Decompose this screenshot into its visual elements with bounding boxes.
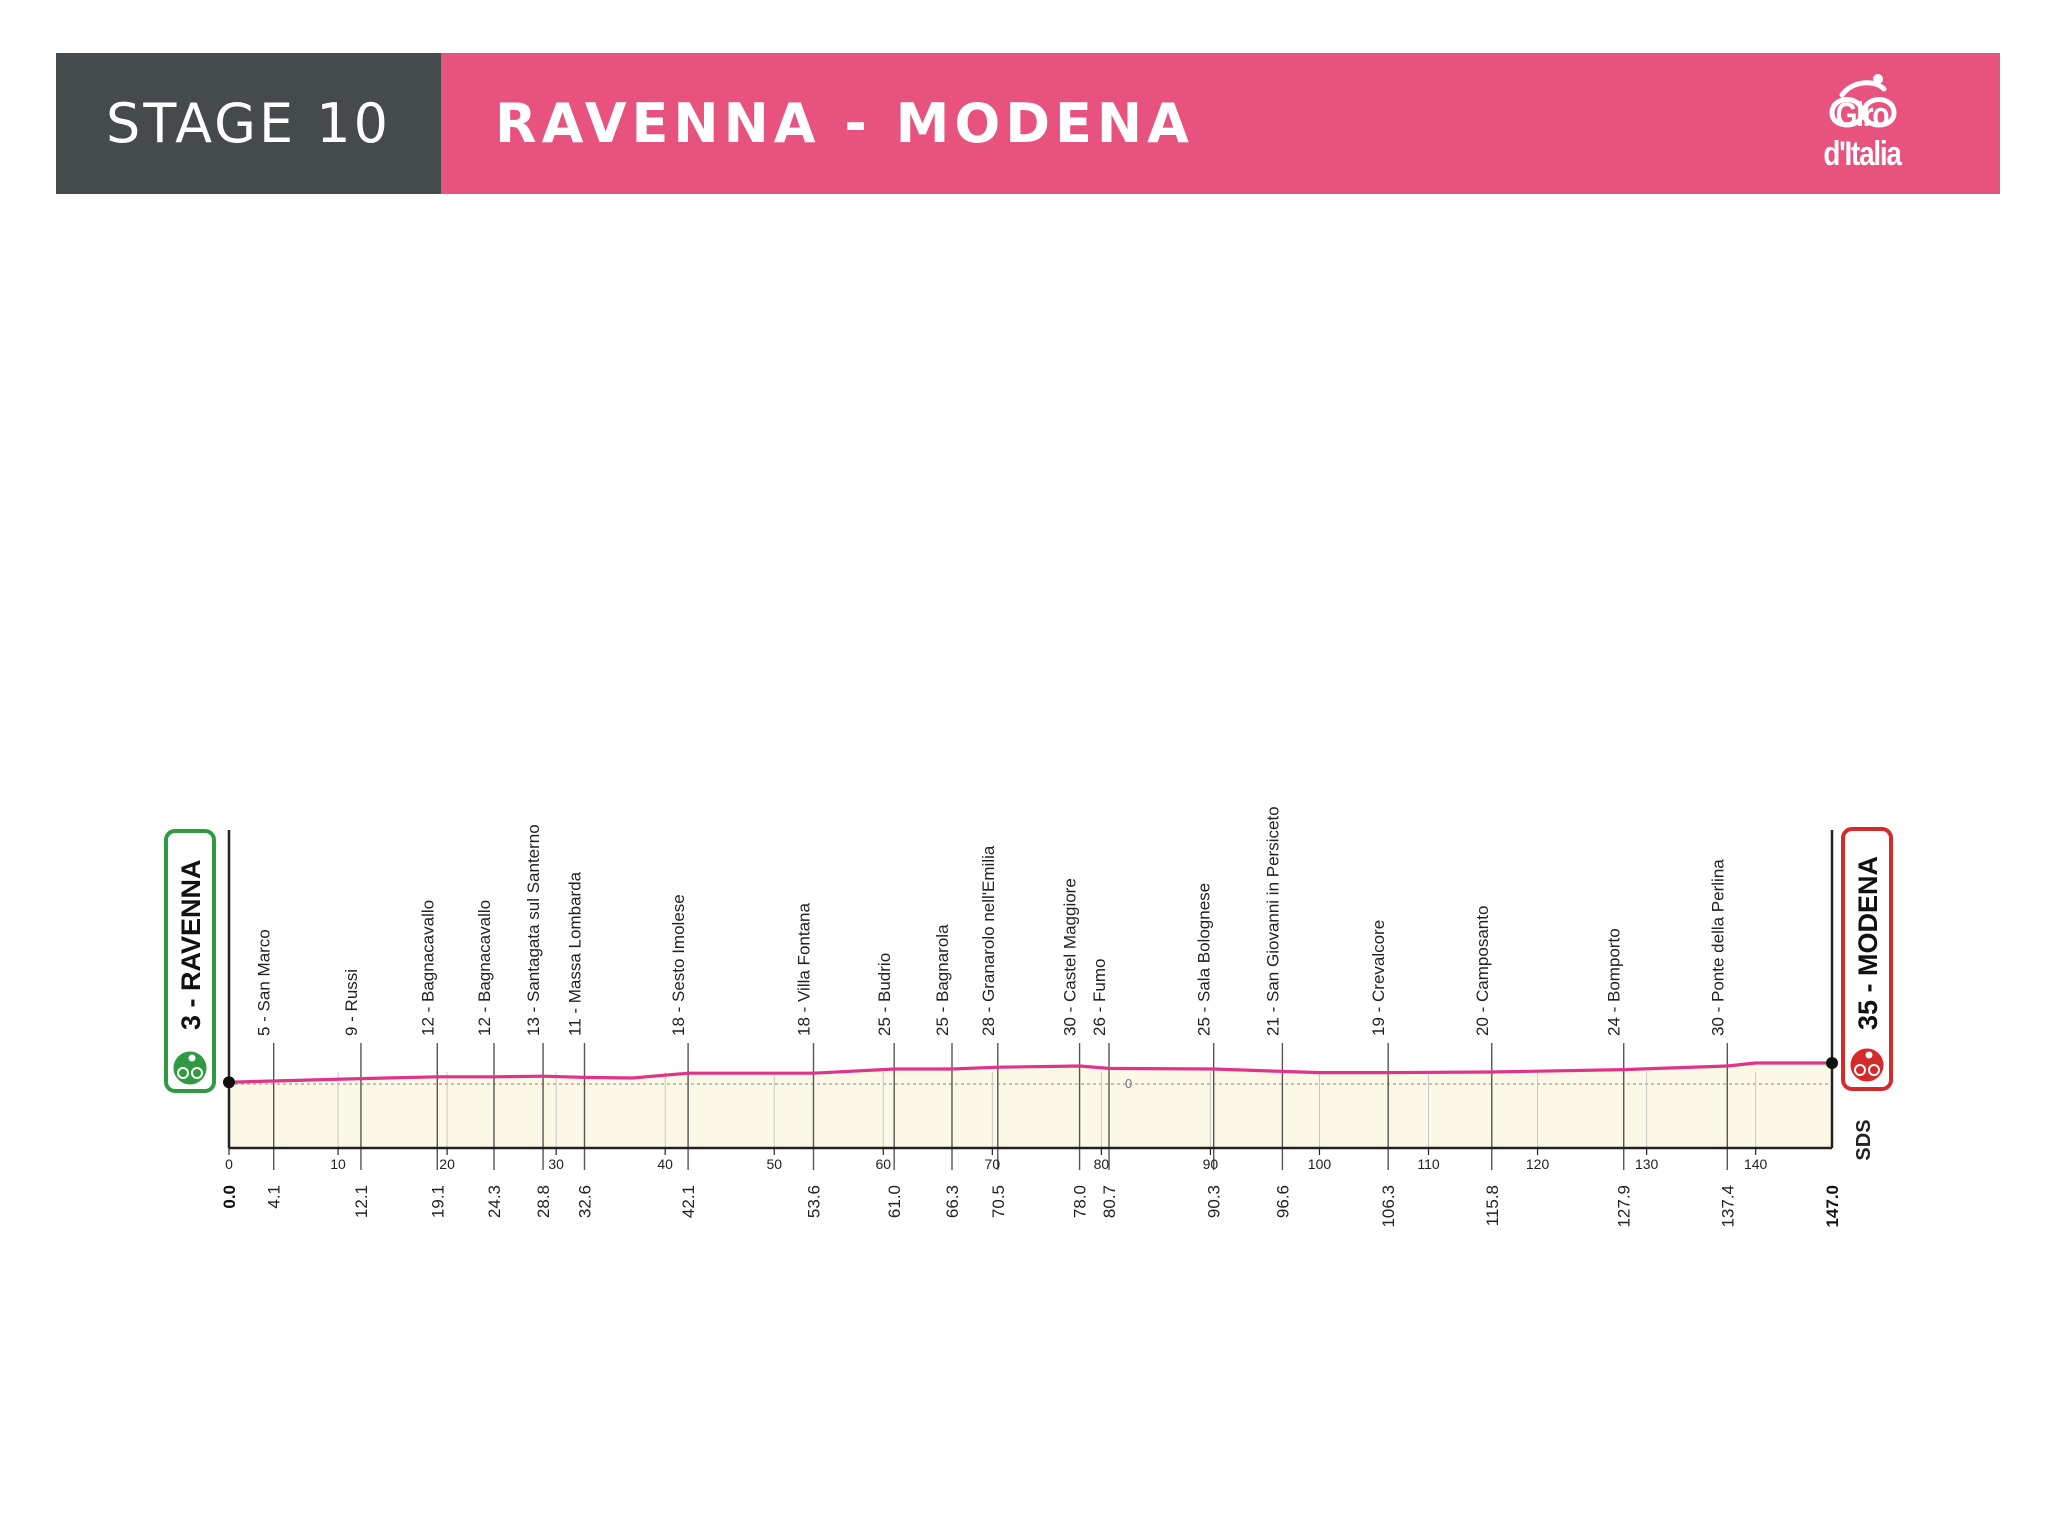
start-dot xyxy=(223,1076,235,1089)
waypoint-km-label: 78.0 xyxy=(1071,1185,1090,1218)
start-cyclist-wheel-icon xyxy=(177,1067,189,1079)
x-tick-label: 120 xyxy=(1526,1156,1550,1172)
waypoint-label: 18 - Villa Fontana xyxy=(794,903,813,1036)
x-tick-label: 80 xyxy=(1094,1156,1110,1172)
waypoint-km-label: 19.1 xyxy=(428,1185,447,1218)
x-tick-label: 20 xyxy=(439,1156,455,1172)
waypoint-km-label: 90.3 xyxy=(1205,1185,1224,1218)
waypoint-label: 25 - Bagnarola xyxy=(933,924,952,1036)
waypoint-label: 21 - San Giovanni in Persiceto xyxy=(1263,806,1282,1036)
finish-badge xyxy=(1841,827,1893,1091)
waypoint-km-label: 28.8 xyxy=(534,1185,553,1218)
waypoint-label: 28 - Granarolo nell'Emilia xyxy=(979,845,998,1036)
waypoint-label: 20 - Camposanto xyxy=(1473,906,1492,1036)
profile-line xyxy=(228,1061,1832,1084)
start-badge xyxy=(164,829,216,1093)
waypoint-label: 25 - Sala Bolognese xyxy=(1195,883,1214,1036)
start-cyclist-head-icon xyxy=(188,1054,196,1062)
x-tick-label: 10 xyxy=(330,1156,346,1172)
x-tick-label: 60 xyxy=(875,1156,891,1172)
finish-km-label: 147.0 xyxy=(1823,1185,1842,1228)
waypoint-label: 24 - Bomporto xyxy=(1605,928,1624,1036)
x-tick-label: 0 xyxy=(225,1156,233,1172)
x-tick-label: 130 xyxy=(1635,1156,1659,1172)
waypoint-label: 30 - Ponte della Perlina xyxy=(1708,859,1727,1036)
start-km-label: 0.0 xyxy=(220,1185,239,1209)
waypoint-label: 30 - Castel Maggiore xyxy=(1061,878,1080,1036)
altitude-zero-label: 0 xyxy=(1125,1076,1132,1091)
waypoint-label: 12 - Bagnacavallo xyxy=(475,900,494,1036)
finish-dot xyxy=(1826,1057,1838,1069)
waypoint-km-label: 96.6 xyxy=(1273,1185,1292,1218)
waypoint-label: 13 - Santagata sul Santerno xyxy=(524,824,543,1036)
start-badge-label: 3 - RAVENNA xyxy=(176,859,206,1030)
waypoint-km-label: 70.5 xyxy=(989,1185,1008,1218)
waypoint-km-label: 4.1 xyxy=(265,1185,284,1209)
finish-cyclist-wheel-icon xyxy=(1854,1064,1866,1076)
start-cyclist-wheel-icon xyxy=(191,1067,203,1079)
x-tick-label: 100 xyxy=(1308,1156,1332,1172)
logo-wordmark: Giro d'Italia xyxy=(1823,96,1902,173)
x-tick-label: 140 xyxy=(1744,1156,1768,1172)
waypoint-km-label: 42.1 xyxy=(679,1185,698,1218)
waypoint-km-label: 53.6 xyxy=(804,1185,823,1218)
waypoint-km-label: 115.8 xyxy=(1483,1185,1502,1226)
route-title: RAVENNA - MODENA xyxy=(495,92,1194,155)
finish-cyclist-wheel-icon xyxy=(1868,1064,1880,1076)
stage-header: STAGE 10 RAVENNA - MODENA Giro d'Italia xyxy=(56,53,2000,194)
waypoint-label: 11 - Massa Lombarda xyxy=(565,871,584,1036)
finish-badge-label: 35 - MODENA xyxy=(1853,856,1883,1030)
x-tick-label: 30 xyxy=(548,1156,564,1172)
x-tick-label: 70 xyxy=(985,1156,1001,1172)
route-title-bar: RAVENNA - MODENA Giro d'Italia xyxy=(441,53,2000,194)
waypoint-km-label: 61.0 xyxy=(885,1185,904,1218)
x-tick-label: 50 xyxy=(766,1156,782,1172)
waypoint-label: 18 - Sesto Imolese xyxy=(669,894,688,1036)
waypoint-label: 5 - San Marco xyxy=(255,929,274,1036)
waypoint-label: 9 - Russi xyxy=(342,969,361,1036)
waypoint-label: 12 - Bagnacavallo xyxy=(418,900,437,1036)
waypoint-km-label: 32.6 xyxy=(575,1185,594,1218)
waypoint-km-label: 80.7 xyxy=(1100,1185,1119,1218)
waypoint-km-label: 24.3 xyxy=(485,1185,504,1218)
x-tick-label: 90 xyxy=(1203,1156,1219,1172)
waypoint-label: 25 - Budrio xyxy=(875,953,894,1036)
x-tick-label: 110 xyxy=(1417,1156,1440,1172)
waypoint-km-label: 66.3 xyxy=(943,1185,962,1218)
giro-logo: Giro d'Italia xyxy=(1792,73,1932,178)
finish-cyclist-head-icon xyxy=(1865,1051,1873,1059)
waypoint-km-label: 127.9 xyxy=(1615,1185,1634,1228)
waypoint-km-label: 137.4 xyxy=(1718,1185,1737,1228)
waypoint-label: 19 - Crevalcore xyxy=(1369,920,1388,1036)
waypoint-km-label: 106.3 xyxy=(1379,1185,1398,1228)
waypoint-km-label: 12.1 xyxy=(352,1185,371,1218)
cyclist-logo-icon xyxy=(1829,74,1897,128)
sds-brand-mark: SDS xyxy=(1853,1119,1875,1160)
x-tick-label: 40 xyxy=(657,1156,673,1172)
waypoint-label: 26 - Fumo xyxy=(1090,959,1109,1036)
stage-number-label: STAGE 10 xyxy=(56,53,441,194)
